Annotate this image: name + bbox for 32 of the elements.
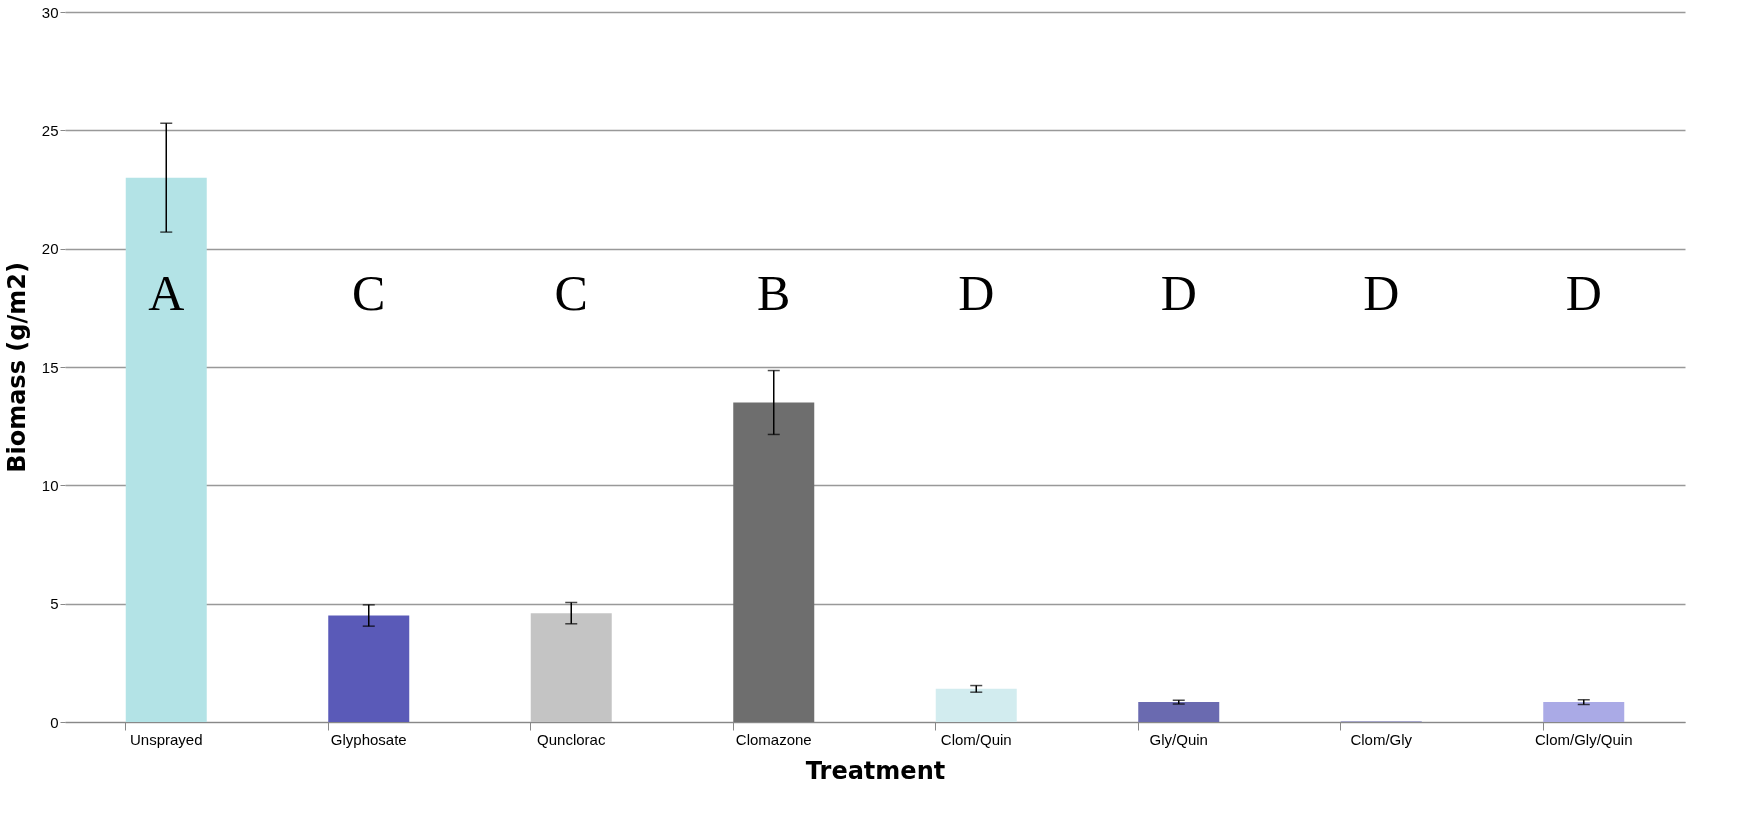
x-tick-label: Unsprayed bbox=[129, 730, 203, 748]
y-tick-label: 20 bbox=[41, 240, 59, 258]
y-tick-label: 15 bbox=[41, 358, 59, 376]
annotation: C bbox=[352, 265, 386, 321]
annotation: D bbox=[1565, 265, 1602, 321]
y-axis-title: Biomass (g/m2) bbox=[2, 262, 31, 473]
x-tick-label: Qunclorac bbox=[537, 730, 606, 748]
bar bbox=[328, 615, 410, 722]
annotation: C bbox=[554, 265, 588, 321]
x-tick-label: Gly/Quin bbox=[1149, 730, 1208, 748]
y-tick-label: 10 bbox=[41, 476, 59, 494]
bar bbox=[1138, 702, 1220, 722]
y-tick-label: 30 bbox=[41, 3, 59, 21]
x-axis-title: Treatment bbox=[805, 756, 946, 785]
bar bbox=[530, 613, 612, 722]
annotation: D bbox=[1160, 265, 1197, 321]
x-tick-label: Clom/Quin bbox=[940, 730, 1012, 748]
annotation: D bbox=[958, 265, 995, 321]
annotation: D bbox=[1363, 265, 1400, 321]
bar bbox=[125, 177, 207, 722]
x-tick-label: Clomazone bbox=[735, 730, 812, 748]
x-tick-label: Clom/Gly/Quin bbox=[1534, 730, 1633, 748]
annotation: B bbox=[757, 265, 791, 321]
y-tick-label: 25 bbox=[41, 121, 59, 139]
y-tick-label: 5 bbox=[50, 595, 59, 613]
bar bbox=[1543, 702, 1625, 722]
x-tick-label: Glyphosate bbox=[330, 730, 407, 748]
y-tick-label: 0 bbox=[50, 713, 59, 731]
x-tick-label: Clom/Gly bbox=[1350, 730, 1413, 748]
bar bbox=[733, 402, 815, 722]
bar bbox=[935, 688, 1017, 722]
annotation: A bbox=[148, 265, 185, 321]
